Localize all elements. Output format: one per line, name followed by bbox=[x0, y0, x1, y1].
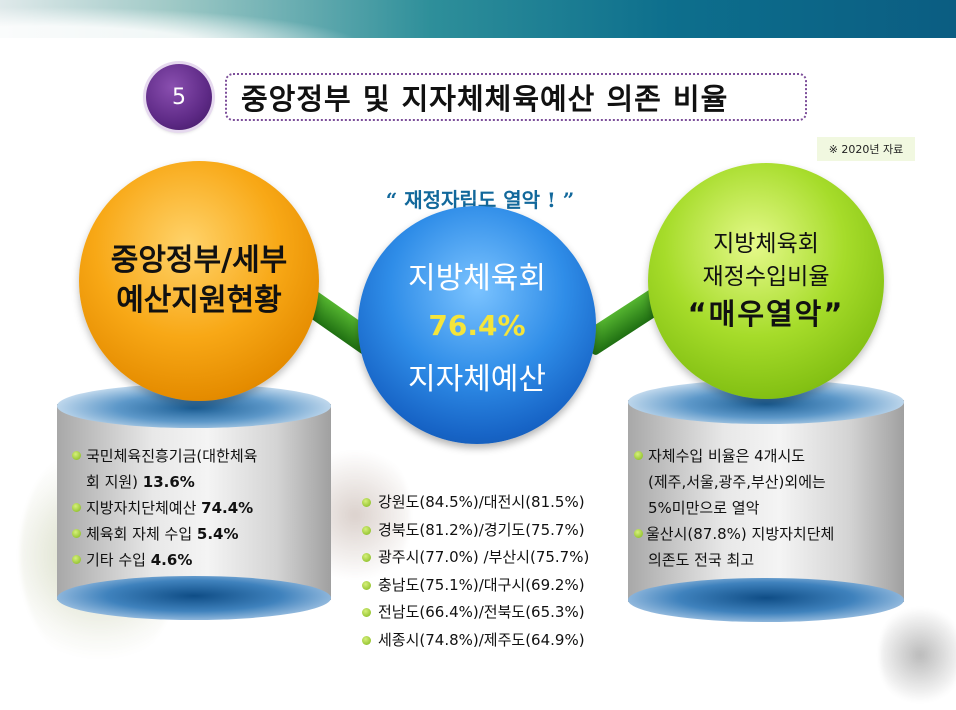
left-ball-line1: 중앙정부/세부 bbox=[110, 243, 288, 278]
cylinder-right bbox=[628, 380, 904, 622]
list-item: 경북도(81.2%)/경기도(75.7%) bbox=[362, 517, 589, 545]
list-item-text: 기타 수입 bbox=[86, 551, 151, 569]
right-ball-line2: 재정수입비율 bbox=[702, 264, 830, 290]
bullet-icon bbox=[72, 529, 81, 538]
bullet-icon bbox=[362, 498, 371, 507]
slide-number-badge: 5 bbox=[146, 64, 212, 130]
list-item: 충남도(75.1%)/대구시(69.2%) bbox=[362, 572, 589, 600]
list-item: 지방자치단체예산 74.4% bbox=[72, 495, 322, 521]
bullet-icon bbox=[634, 451, 643, 460]
list-item: 광주시(77.0%) /부산시(75.7%) bbox=[362, 544, 589, 572]
list-item-value: 13.6% bbox=[142, 473, 195, 491]
list-item: 국민체육진흥기금(대한체육 회 지원) 13.6% bbox=[72, 443, 322, 495]
list-item: 체육회 자체 수입 5.4% bbox=[72, 521, 322, 547]
bullet-icon bbox=[634, 529, 643, 538]
cylinder-right-bottom bbox=[628, 578, 904, 622]
top-banner bbox=[0, 0, 956, 38]
bullet-icon bbox=[72, 555, 81, 564]
list-item: 기타 수입 4.6% bbox=[72, 547, 322, 573]
cylinder-left bbox=[57, 384, 331, 620]
list-item-text: 강원도(84.5%)/대전시(81.5%) bbox=[378, 493, 585, 511]
list-item-text: 자체수입 비율은 4개시도 bbox=[648, 447, 806, 465]
cylinder-right-body bbox=[628, 400, 904, 602]
list-item-text: 경북도(81.2%)/경기도(75.7%) bbox=[378, 520, 585, 539]
list-item-text: 5%미만으로 열악 bbox=[648, 499, 760, 517]
cylinder-left-bottom bbox=[57, 576, 331, 620]
background-decoration-right bbox=[880, 600, 956, 710]
list-item-text: 충남도(75.1%)/대구시(69.2%) bbox=[378, 575, 585, 594]
regional-ratio-list: 강원도(84.5%)/대전시(81.5%) 경북도(81.2%)/경기도(75.… bbox=[362, 489, 589, 654]
list-item-value: 4.6% bbox=[150, 551, 193, 569]
list-item-text: 광주시(77.0%) /부산시(75.7%) bbox=[378, 548, 590, 566]
list-item-text: 국민체육진흥기금(대한체육 bbox=[86, 447, 258, 465]
list-item-text: 세종시(74.8%)/제주도(64.9%) bbox=[378, 630, 585, 649]
banner-wave bbox=[0, 0, 420, 38]
bullet-icon bbox=[362, 553, 371, 562]
list-item: 울산시(87.8%) 지방자치단체 의존도 전국 최고 bbox=[634, 521, 896, 573]
bullet-icon bbox=[362, 635, 371, 645]
list-item-text: 지방자치단체예산 bbox=[86, 499, 202, 517]
left-ball-line2: 예산지원현황 bbox=[116, 283, 282, 318]
budget-support-list: 국민체육진흥기금(대한체육 회 지원) 13.6% 지방자치단체예산 74.4%… bbox=[72, 443, 322, 573]
list-item-value: 5.4% bbox=[196, 525, 239, 543]
right-ball-line3: “매우열악” bbox=[687, 297, 845, 331]
bullet-icon bbox=[362, 580, 371, 590]
local-sports-council-ball: 지방체육회 76.4% 지자체예산 bbox=[358, 206, 596, 444]
list-item-text: 체육회 자체 수입 bbox=[86, 525, 197, 543]
list-item: 자체수입 비율은 4개시도 (제주,서울,광주,부산)외에는 5%미만으로 열악 bbox=[634, 443, 896, 521]
list-item-text: 울산시(87.8%) 지방자치단체 bbox=[646, 525, 835, 543]
list-item-text: (제주,서울,광주,부산)외에는 bbox=[648, 473, 826, 491]
center-ball-line1: 지방체육회 bbox=[408, 260, 546, 296]
bullet-icon bbox=[362, 525, 371, 535]
center-ball-value: 76.4% bbox=[428, 308, 526, 342]
revenue-notes-list: 자체수입 비율은 4개시도 (제주,서울,광주,부산)외에는 5%미만으로 열악… bbox=[634, 443, 896, 573]
cylinder-left-body bbox=[57, 404, 331, 600]
list-item-text: 회 지원) bbox=[86, 473, 143, 491]
bullet-icon bbox=[72, 451, 81, 460]
bullet-icon bbox=[72, 503, 81, 512]
revenue-ratio-ball: 지방체육회 재정수입비율 “매우열악” bbox=[648, 163, 884, 399]
list-item-text: 전남도(66.4%)/전북도(65.3%) bbox=[378, 603, 585, 621]
central-government-ball: 중앙정부/세부 예산지원현황 bbox=[79, 161, 319, 401]
list-item-text: 의존도 전국 최고 bbox=[648, 551, 755, 569]
list-item: 강원도(84.5%)/대전시(81.5%) bbox=[362, 489, 589, 517]
list-item-value: 74.4% bbox=[201, 499, 254, 517]
right-ball-line1: 지방체육회 bbox=[713, 231, 819, 257]
center-ball-line3: 지자체예산 bbox=[408, 361, 546, 397]
slide-title: 중앙정부 및 지자체체육예산 의존 비율 bbox=[225, 73, 807, 121]
list-item: 전남도(66.4%)/전북도(65.3%) bbox=[362, 599, 589, 627]
bullet-icon bbox=[362, 608, 371, 617]
list-item: 세종시(74.8%)/제주도(64.9%) bbox=[362, 627, 589, 655]
source-note: ※ 2020년 자료 bbox=[817, 137, 915, 161]
